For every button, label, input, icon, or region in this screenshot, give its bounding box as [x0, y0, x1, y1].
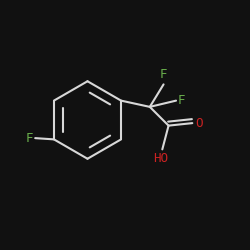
Text: O: O [195, 116, 202, 130]
Text: F: F [178, 94, 186, 107]
Text: F: F [160, 68, 167, 82]
Text: F: F [26, 132, 33, 144]
Text: HO: HO [154, 152, 168, 165]
